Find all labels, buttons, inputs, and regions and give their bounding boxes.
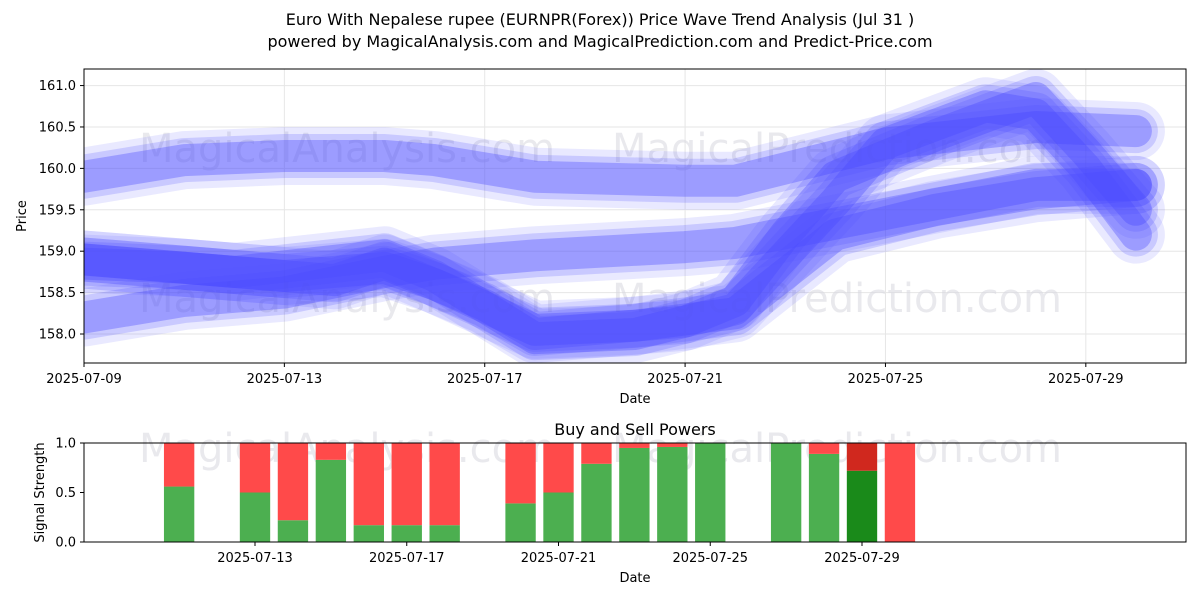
x-axis-label: Date <box>619 571 650 586</box>
y-axis-label: Signal Strength <box>33 442 48 542</box>
price-wave-line <box>84 155 1165 359</box>
sell-bar <box>239 443 271 493</box>
buy-bar <box>505 503 536 542</box>
sell-bar <box>505 443 536 504</box>
x-tick-label: 2025-07-13 <box>247 372 323 387</box>
x-tick-label: 2025-07-21 <box>647 372 723 387</box>
buy-bar <box>846 470 878 542</box>
buy-bar <box>619 447 650 542</box>
price-wave-line <box>84 162 1158 352</box>
x-tick-label: 2025-07-13 <box>217 551 293 566</box>
y-tick-label: 158.5 <box>39 286 76 301</box>
y-tick-label: 1.0 <box>55 437 76 452</box>
y-tick-label: 159.0 <box>39 245 76 260</box>
buy-bar <box>770 443 802 542</box>
y-tick-label: 159.5 <box>39 203 76 218</box>
buy-bar <box>353 525 384 542</box>
x-tick-label: 2025-07-25 <box>848 372 924 387</box>
sell-bar <box>581 443 612 464</box>
sell-bar <box>619 443 650 448</box>
watermark-text: MagicalAnalysis.com <box>139 426 555 472</box>
sell-bar <box>163 443 195 487</box>
x-tick-label: 2025-07-29 <box>824 551 900 566</box>
y-tick-label: 160.0 <box>39 162 76 177</box>
sell-bar <box>808 443 840 454</box>
sell-bar <box>391 443 422 526</box>
chart-title: Euro With Nepalese rupee (EURNPR(Forex))… <box>285 10 915 29</box>
buy-bar <box>163 486 195 542</box>
price-wave-line <box>84 105 1158 203</box>
price-wave-line <box>84 155 1165 347</box>
price-wave-line <box>84 98 1165 210</box>
x-tick-label: 2025-07-09 <box>46 372 122 387</box>
buy-bar <box>543 492 574 542</box>
price-wave-line <box>84 168 1152 334</box>
sell-bar <box>277 443 309 521</box>
price-wave-line <box>84 77 1165 363</box>
watermark-text: MagicalPrediction.com <box>612 276 1062 322</box>
price-wave-line <box>84 168 1152 346</box>
y-tick-label: 158.0 <box>39 328 76 343</box>
buy-bar <box>695 443 726 542</box>
price-wave-line <box>84 82 1152 350</box>
price-wave-line <box>84 76 1158 356</box>
x-tick-label: 2025-07-25 <box>672 551 748 566</box>
price-wave-line <box>84 90 1152 355</box>
buy-bar <box>277 520 309 542</box>
power-chart-title: Buy and Sell Powers <box>554 420 716 439</box>
sell-bar <box>429 443 460 526</box>
buy-bar <box>391 525 422 542</box>
chart-subtitle: powered by MagicalAnalysis.com and Magic… <box>267 32 933 51</box>
buy-bar <box>429 525 460 542</box>
buy-bar <box>808 453 840 542</box>
sell-bar <box>315 443 347 460</box>
watermark-text: MagicalAnalysis.com <box>139 126 555 172</box>
x-tick-label: 2025-07-29 <box>1048 372 1124 387</box>
price-wave-line <box>84 84 1158 361</box>
x-tick-label: 2025-07-17 <box>369 551 445 566</box>
y-axis-label: Price <box>15 200 30 232</box>
buy-bar <box>315 459 347 542</box>
x-axis-label: Date <box>619 392 650 407</box>
x-tick-label: 2025-07-21 <box>521 551 597 566</box>
sell-bar <box>657 443 688 447</box>
y-tick-label: 160.5 <box>39 120 76 135</box>
price-wave-line <box>84 162 1158 340</box>
watermark-text: MagicalAnalysis.com <box>139 276 555 322</box>
sell-bar <box>846 443 878 471</box>
y-tick-label: 0.5 <box>55 486 76 501</box>
wave-bands <box>84 69 1165 363</box>
sell-bar <box>543 443 574 493</box>
price-wave-line <box>84 111 1152 197</box>
price-plot-frame <box>83 68 1187 364</box>
y-tick-label: 161.0 <box>39 79 76 94</box>
price-wave-line <box>84 69 1165 363</box>
buy-bar <box>239 492 271 542</box>
y-tick-label: 0.0 <box>55 536 76 551</box>
sell-bar <box>353 443 384 526</box>
sell-bar <box>884 443 916 542</box>
x-tick-label: 2025-07-17 <box>447 372 523 387</box>
watermark-text: MagicalPrediction.com <box>612 126 1062 172</box>
buy-bar <box>581 463 612 542</box>
buy-bar <box>657 446 688 542</box>
